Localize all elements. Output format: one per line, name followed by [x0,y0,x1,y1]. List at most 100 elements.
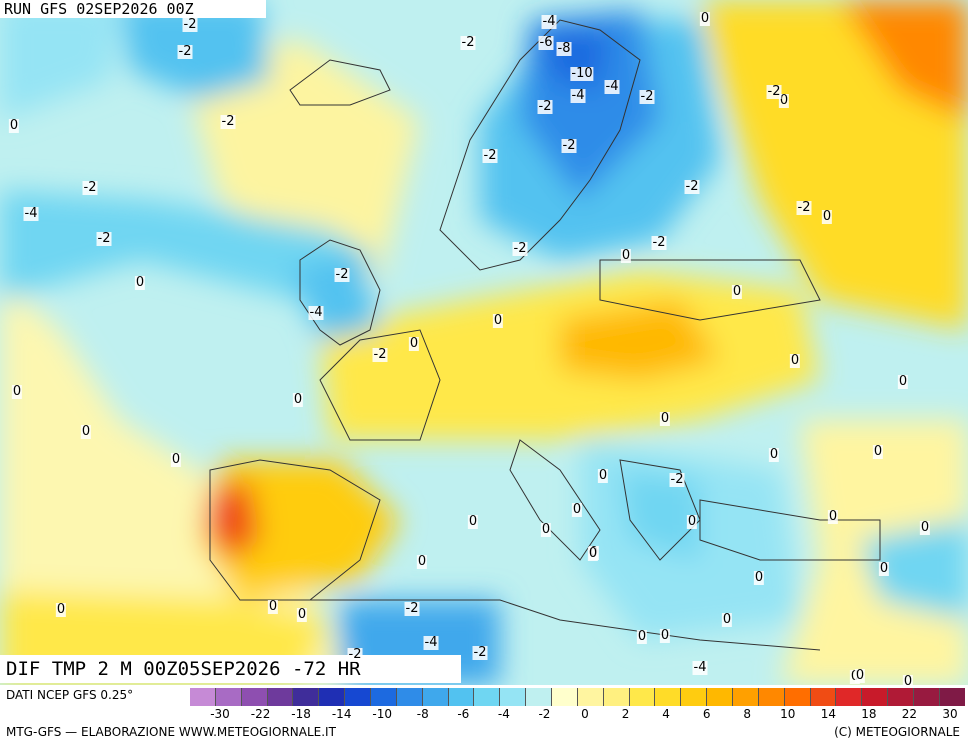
color-scale-tick-label: -10 [372,707,393,721]
color-scale-swatch [603,688,630,706]
temperature-anomaly-map [0,0,968,685]
contour-label: -2 [177,44,193,59]
color-scale-tick-label: -22 [250,707,271,721]
contour-label: -2 [639,89,655,104]
contour-label: 0 [571,502,583,517]
contour-label: -2 [460,35,476,50]
contour-label: 0 [296,607,308,622]
contour-label: -4 [23,206,39,221]
contour-label: 0 [8,118,20,133]
color-scale-tick-label: -2 [538,707,551,721]
color-scale-tick-label: -18 [291,707,311,721]
contour-label: -2 [796,200,812,215]
color-scale-swatch [448,688,475,706]
color-scale-swatch [862,688,889,706]
contour-label: -2 [220,114,236,129]
color-scale-swatch [319,688,346,706]
contour-label: -4 [692,660,708,675]
color-scale-swatch [681,688,708,706]
color-scale-swatch [888,688,915,706]
contour-label: 0 [721,612,733,627]
contour-label: -2 [684,179,700,194]
contour-label: 0 [753,570,765,585]
color-scale-swatch [526,688,553,706]
contour-label: 0 [872,444,884,459]
color-scale-swatch [474,688,501,706]
contour-label: 0 [768,447,780,462]
contour-label: 0 [878,561,890,576]
contour-label: 0 [170,452,182,467]
color-scale-tick-label: 4 [662,707,670,721]
contour-label: -4 [423,635,439,650]
contour-label: 0 [897,374,909,389]
contour-label: -4 [308,305,324,320]
contour-label: 0 [686,514,698,529]
contour-label: 0 [292,392,304,407]
credit-text: MTG-GFS — ELABORAZIONE WWW.METEOGIORNALE… [6,725,336,739]
contour-label: -2 [96,231,112,246]
color-scale-tick-label: 22 [901,707,918,721]
contour-label: 0 [699,11,711,26]
color-scale-swatch [241,688,268,706]
contour-label: -2 [347,647,363,662]
color-scale-swatch [784,688,811,706]
contour-label: 0 [587,546,599,561]
contour-label: 0 [789,353,801,368]
color-scale-swatch [707,688,734,706]
contour-label: 0 [659,411,671,426]
contour-label: 0 [827,509,839,524]
contour-label: -2 [482,148,498,163]
color-scale-swatch [655,688,682,706]
contour-label: -4 [604,79,620,94]
color-scale-tick-label: -30 [210,707,230,721]
contour-label: -2 [334,267,350,282]
color-scale-bar [190,688,965,706]
contour-label: 0 [659,628,671,643]
color-scale-swatch [293,688,320,706]
contour-label: -8 [556,41,572,56]
color-scale-swatch [190,688,216,706]
contour-label: -6 [538,35,554,50]
contour-label: 0 [620,248,632,263]
color-scale-tick-label: 14 [820,707,836,721]
contour-label: 0 [902,674,914,689]
contour-label: -4 [541,14,557,29]
data-source: DATI NCEP GFS 0.25° [6,688,134,702]
color-scale-swatch [629,688,656,706]
color-scale-tick-label: 0 [581,707,589,721]
color-scale-swatch [939,688,965,706]
contour-label: 0 [55,602,67,617]
color-scale-tick-label: -14 [331,707,352,721]
contour-label: 0 [731,284,743,299]
color-scale-swatch [215,688,242,706]
color-scale-swatch [733,688,759,706]
color-scale-ticks: -30 -22 -18 -14 -10 -8 -6 -4 -2 0 2 4 6 8 10 14 18 22 30 [190,707,965,723]
contour-label: -2 [82,180,98,195]
coastlines [209,19,881,651]
contour-label: 0 [408,336,420,351]
color-scale-swatch [371,688,397,706]
map-title: DIF TMP 2 M 00Z05SEP2026 -72 HR [0,655,461,683]
contour-label: -4 [570,88,586,103]
contour-label: -2 [404,601,420,616]
contour-label: -2 [537,99,553,114]
contour-label: -2 [669,472,685,487]
contour-label: -10 [570,66,594,81]
color-scale-swatch [422,688,449,706]
contour-label: 0 [467,514,479,529]
copyright-text: (C) METEOGIORNALE [834,725,960,739]
contour-label: 0 [597,468,609,483]
color-scale-tick-label: 30 [942,707,958,721]
color-scale-swatch [914,688,940,706]
contour-label: 0 [492,313,504,328]
color-scale-tick-label: -8 [416,707,429,721]
color-scale-swatch [500,688,527,706]
color-scale-tick-label: 6 [702,707,711,721]
contour-label: -2 [766,84,782,99]
contour-label: -2 [561,138,577,153]
color-scale-tick-label: 8 [743,707,752,721]
contour-label: 0 [636,629,648,644]
color-scale-tick-label: 10 [780,707,796,721]
contour-label: 0 [854,668,866,683]
contour-label: -2 [372,347,388,362]
